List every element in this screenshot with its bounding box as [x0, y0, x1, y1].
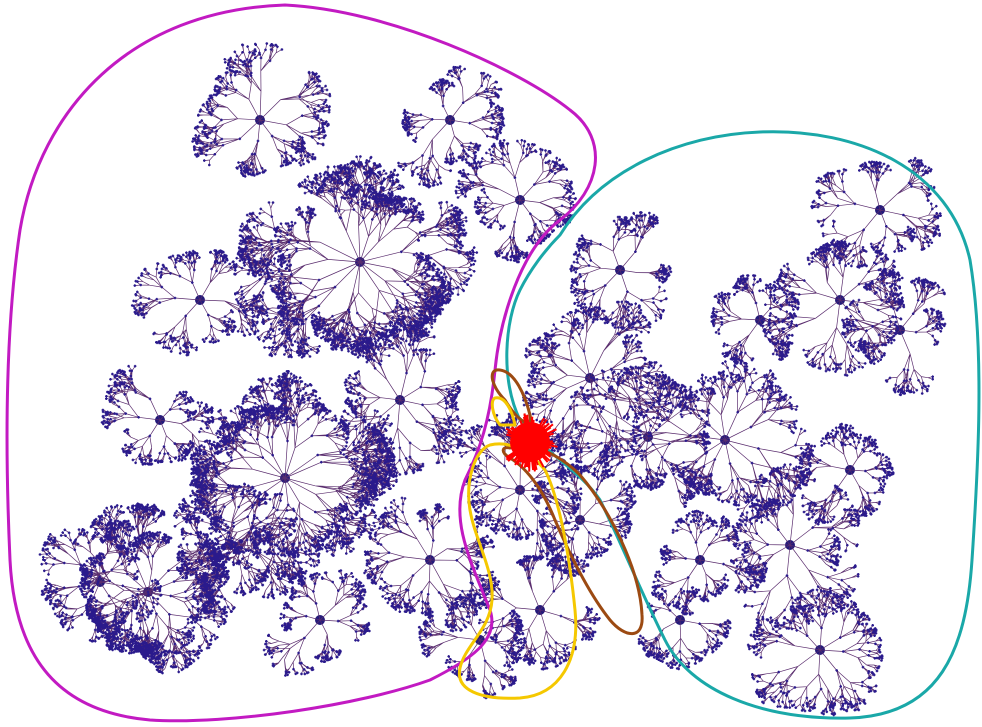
region-yellow-outline	[457, 396, 578, 700]
tree-branches	[38, 42, 947, 717]
tree-nodes	[38, 42, 947, 717]
root-spikes	[505, 413, 558, 472]
root-cluster	[505, 413, 558, 472]
